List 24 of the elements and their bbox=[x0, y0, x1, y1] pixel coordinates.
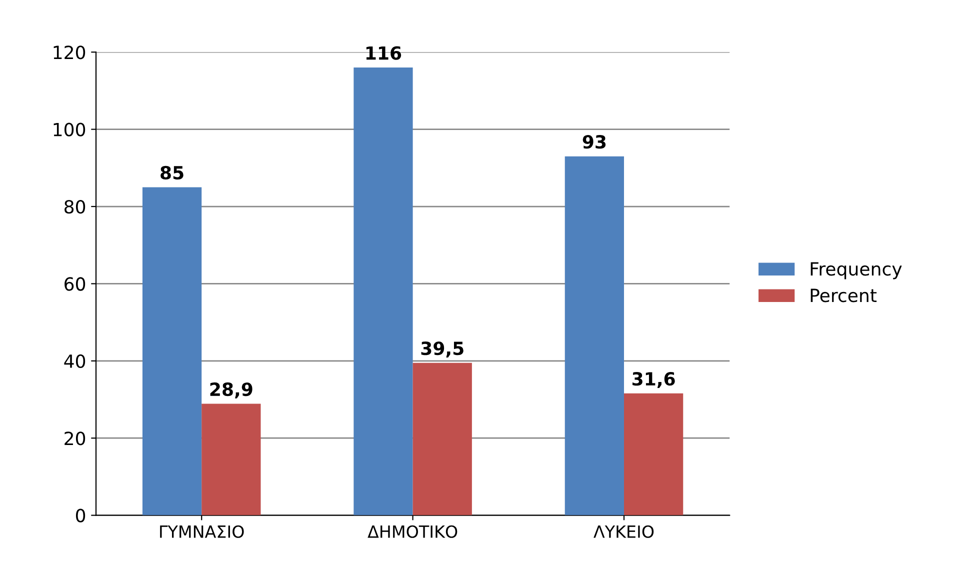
x-tick-label: ΔΗΜΟΤΙΚΟ bbox=[368, 525, 458, 538]
data-label: 93 bbox=[582, 135, 606, 149]
bar bbox=[564, 156, 624, 516]
bar bbox=[354, 68, 413, 516]
data-label: 39,5 bbox=[421, 342, 464, 358]
data-label: 28,9 bbox=[210, 382, 252, 398]
legend-label: Percent bbox=[810, 288, 877, 302]
bar bbox=[412, 362, 472, 516]
x-tick-label: ΛΥΚΕΙΟ bbox=[594, 525, 654, 538]
x-tick-label: ΓΥΜΝΑΣΙΟ bbox=[160, 525, 244, 538]
data-label: 31,6 bbox=[632, 372, 675, 388]
y-tick-label: 0 bbox=[76, 508, 86, 522]
y-tick-label: 120 bbox=[54, 46, 86, 60]
y-tick-label: 40 bbox=[64, 354, 86, 368]
y-tick-label: 60 bbox=[64, 277, 86, 291]
y-tick-label: 20 bbox=[64, 432, 86, 446]
bar bbox=[624, 393, 684, 516]
bar bbox=[202, 404, 261, 516]
data-label: 116 bbox=[366, 46, 402, 60]
bar bbox=[142, 187, 202, 516]
y-tick-label: 100 bbox=[54, 122, 86, 136]
data-label: 85 bbox=[160, 166, 184, 180]
legend-label: Frequency bbox=[810, 262, 902, 280]
y-tick-label: 80 bbox=[64, 200, 86, 214]
